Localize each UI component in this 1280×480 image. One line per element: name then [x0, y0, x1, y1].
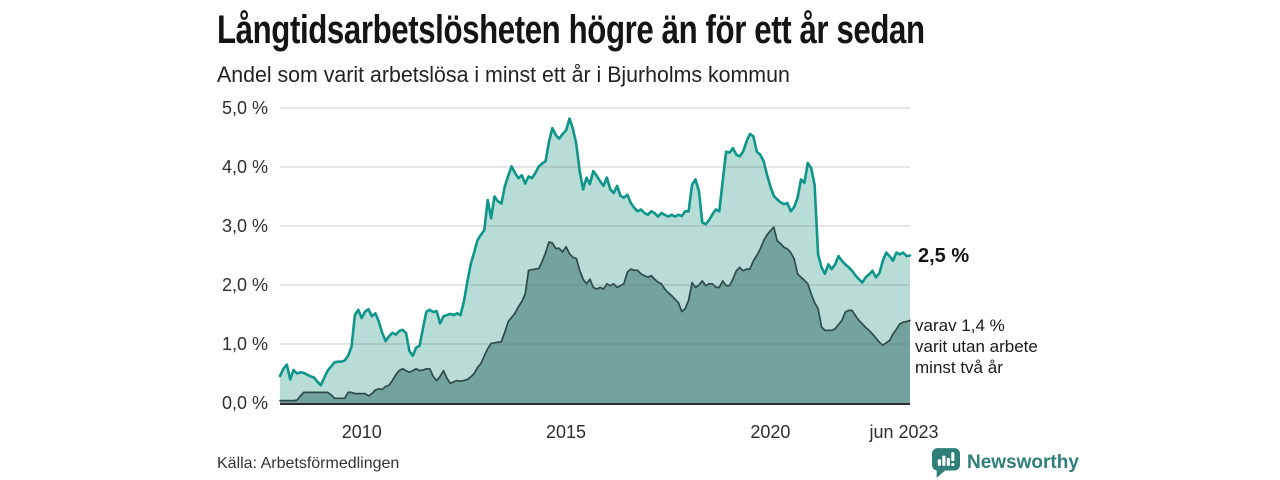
y-tick-label: 2,0 %	[221, 275, 268, 295]
x-tick-label: jun 2023	[869, 422, 939, 442]
end-value-label: 2,5 %	[918, 245, 970, 267]
series-line-1	[279, 226, 911, 402]
chart-subtitle: Andel som varit arbetslösa i minst ett å…	[217, 62, 790, 87]
page-title: Långtidsarbetslösheten högre än för ett …	[217, 8, 925, 52]
y-tick-label: 5,0 %	[221, 98, 268, 118]
series-area-1	[280, 227, 910, 403]
y-tick-label: 1,0 %	[221, 334, 268, 354]
source-note: Källa: Arbetsförmedlingen	[217, 455, 400, 472]
x-tick-label: 2020	[750, 422, 791, 442]
brand-logo: Newsworthy	[932, 448, 1079, 479]
y-tick-label: 3,0 %	[221, 216, 268, 236]
x-tick-label: 2015	[546, 422, 587, 442]
x-tick-label: 2010	[341, 422, 382, 442]
secondary-series-annotation: varav 1,4 % varit utan arbete minst två …	[915, 316, 1038, 377]
newsworthy-chart-bubble-icon	[932, 448, 960, 478]
y-tick-label: 4,0 %	[221, 157, 268, 177]
series-line-0	[278, 117, 912, 387]
brand-name: Newsworthy	[967, 452, 1079, 473]
y-tick-label: 0,0 %	[221, 393, 268, 413]
